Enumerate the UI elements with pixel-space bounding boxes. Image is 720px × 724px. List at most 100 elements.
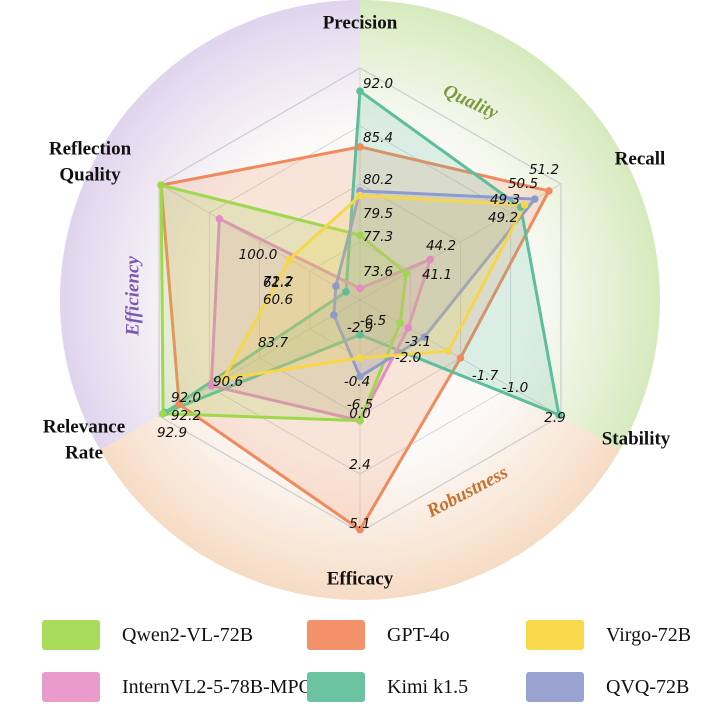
marker-virgo-72b-efficacy [356, 354, 364, 362]
efficiency-region [59, 0, 360, 450]
marker-kimi-k1-5-reflection-quality [342, 288, 350, 296]
value-label-virgo-72b-stability: -2.0 [395, 350, 421, 366]
axis-title-reflection-quality: Reflection [49, 138, 132, 159]
legend-swatch [42, 672, 100, 702]
marker-kimi-k1-5-efficacy [356, 331, 364, 339]
legend-label: Virgo-72B [606, 623, 692, 646]
axis-title-precision: Precision [323, 12, 398, 33]
legend-item-virgo-72b: Virgo-72B [526, 620, 691, 650]
marker-gpt-4o-precision [356, 143, 364, 151]
value-label-kimi-k1-5-stability: 2.9 [544, 410, 565, 426]
value-label-virgo-72b-precision: 79.5 [363, 206, 393, 222]
marker-gpt-4o-recall [545, 187, 553, 195]
legend-swatch [526, 620, 584, 650]
axis-title-relevance-rate: Relevance [43, 416, 125, 437]
value-label-virgo-72b-recall: 49.2 [488, 210, 518, 226]
legend-swatch [307, 672, 365, 702]
marker-qvq-72b-reflection-quality [332, 282, 340, 290]
marker-internvl2-5-78b-mpo-precision [356, 284, 364, 293]
marker-qvq-72b-stability [420, 333, 429, 341]
value-label-qwen2-vl-72b-precision: 77.3 [363, 229, 393, 245]
legend-label: Kimi k1.5 [387, 675, 469, 698]
value-label-internvl2-5-78b-mpo-stability: -6.5 [360, 313, 386, 329]
marker-kimi-k1-5-precision [356, 87, 364, 95]
marker-internvl2-5-78b-mpo-stability [404, 324, 413, 332]
marker-virgo-72b-reflection-quality [285, 255, 294, 264]
value-label-gpt-4o-precision: 85.4 [363, 130, 393, 146]
legend-item-gpt-4o: GPT-4o [307, 620, 450, 650]
marker-gpt-4o-stability [456, 354, 465, 362]
marker-virgo-72b-relevance-rate [219, 375, 228, 383]
legend-label: QVQ-72B [606, 675, 690, 698]
value-label-kimi-k1-5-reflection-quality: 61.7 [263, 275, 293, 291]
legend-swatch [526, 672, 584, 702]
legend-label: InternVL2-5-78B-MPO [122, 675, 314, 698]
axis-title-stability: Stability [602, 428, 671, 449]
marker-qvq-72b-relevance-rate [330, 311, 338, 319]
value-label-virgo-72b-efficacy: -2.9 [347, 320, 373, 336]
value-label-qwen2-vl-72b-relevance-rate: 92.9 [157, 425, 187, 441]
value-label-qvq-72b-efficacy: -6.5 [347, 397, 373, 413]
marker-qwen2-vl-72b-reflection-quality [157, 181, 165, 189]
value-labels: 77.3 44.2 -3.1 2.4 92.9 100.0 85.4 51.2 -1.7 5.1 9… [157, 76, 566, 532]
radar-chart: 77.3 44.2 -3.1 2.4 92.9 100.0 85.4 51.2 -1.7 5.1 9… [43, 0, 671, 600]
value-label-kimi-k1-5-relevance-rate: 92.0 [171, 390, 201, 406]
legend-label: GPT-4o [387, 623, 450, 646]
legend-label: Qwen2-VL-72B [122, 623, 254, 646]
value-label-internvl2-5-78b-mpo-precision: 73.6 [363, 264, 393, 280]
marker-qwen2-vl-72b-precision [356, 231, 364, 239]
legend-swatch [42, 620, 100, 650]
value-label-gpt-4o-efficacy: 5.1 [349, 516, 370, 532]
value-label-qvq-72b-precision: 80.2 [363, 172, 393, 188]
legend-item-qwen2-vl-72b: Qwen2-VL-72B [42, 620, 253, 650]
value-label-internvl2-5-78b-mpo-relevance-rate: 83.7 [258, 335, 288, 351]
legend-item-kimi-k1-5: Kimi k1.5 [307, 672, 468, 702]
axis-titles: Precision Recall Stability Efficacy Relevanc… [43, 12, 671, 589]
marker-gpt-4o-relevance-rate [175, 400, 183, 409]
marker-qwen2-vl-72b-stability [396, 319, 404, 328]
value-label-qvq-72b-recall: 49.3 [490, 192, 520, 208]
marker-virgo-72b-precision [356, 191, 364, 200]
marker-virgo-72b-stability [444, 347, 453, 355]
marker-virgo-72b-recall [520, 201, 529, 209]
quality-region [360, 0, 661, 450]
axis-title-efficacy: Efficacy [327, 568, 394, 589]
marker-qvq-72b-efficacy [356, 372, 364, 381]
axis-title-relevance-rate: Rate [65, 442, 103, 463]
marker-internvl2-5-78b-mpo-recall [426, 255, 435, 264]
value-label-kimi-k1-5-recall: 50.5 [508, 176, 538, 192]
marker-qwen2-vl-72b-recall [402, 269, 411, 278]
value-label-kimi-k1-5-precision: 92.0 [363, 76, 393, 92]
marker-internvl2-5-78b-mpo-reflection-quality [215, 215, 224, 223]
background-regions [59, 0, 661, 600]
marker-internvl2-5-78b-mpo-relevance-rate [207, 382, 216, 390]
marker-kimi-k1-5-stability [555, 411, 563, 419]
value-label-internvl2-5-78b-mpo-reflection-quality: 72.2 [263, 274, 293, 290]
legend-swatch [307, 620, 365, 650]
value-label-qwen2-vl-72b-recall: 44.2 [426, 238, 456, 254]
series-markers [157, 87, 563, 534]
value-label-gpt-4o-stability: -1.7 [472, 368, 499, 384]
marker-qvq-72b-recall [530, 195, 539, 203]
legend: Qwen2-VL-72B GPT-4o Virgo-72B InternVL2-… [0, 612, 720, 724]
value-label-virgo-72b-reflection-quality: 60.6 [263, 292, 293, 308]
value-label-qvq-72b-stability: -1.0 [502, 380, 528, 396]
marker-qwen2-vl-72b-relevance-rate [159, 409, 167, 418]
grid-spoke [158, 299, 361, 417]
value-label-virgo-72b-relevance-rate: 90.6 [213, 374, 243, 390]
legend-item-qvq-72b: QVQ-72B [526, 672, 689, 702]
value-label-kimi-k1-5-efficacy: -0.4 [344, 374, 370, 390]
marker-gpt-4o-efficacy [356, 525, 364, 534]
region-label-efficiency: Efficiency [122, 256, 143, 337]
legend-item-internvl2-5-78b-mpo: InternVL2-5-78B-MPO [42, 672, 313, 702]
value-label-internvl2-5-78b-mpo-recall: 41.1 [422, 267, 452, 283]
value-label-qwen2-vl-72b-stability: -3.1 [405, 334, 431, 350]
grid-spoke [158, 183, 361, 301]
marker-qwen2-vl-72b-efficacy [356, 416, 364, 425]
value-label-gpt-4o-relevance-rate: 92.2 [171, 408, 201, 424]
value-label-internvl2-5-78b-mpo-efficacy: 0.0 [349, 406, 370, 422]
axis-title-reflection-quality: Quality [59, 164, 121, 185]
value-label-gpt-4o-recall: 51.2 [529, 162, 559, 178]
axis-title-recall: Recall [615, 148, 666, 169]
value-label-qwen2-vl-72b-reflection-quality: 100.0 [239, 247, 278, 263]
